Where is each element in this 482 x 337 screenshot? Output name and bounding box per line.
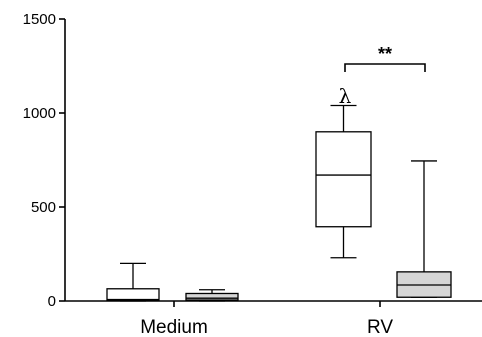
axes: 0 500 1000 1500 Medium RV — [23, 11, 482, 337]
boxes — [106, 104, 452, 302]
y-tick-label: 1500 — [23, 11, 56, 28]
significance-label: ** — [378, 44, 392, 64]
box-medium-white — [106, 262, 160, 302]
annotations: λ ** — [339, 44, 426, 108]
box-iqr — [315, 131, 372, 228]
significance-bracket — [344, 63, 426, 72]
y-tick-label: 500 — [31, 199, 56, 216]
lambda-annotation: λ — [339, 84, 352, 108]
y-tick-label: 1000 — [23, 105, 56, 122]
box-medium-gray — [185, 289, 239, 302]
box-iqr — [106, 288, 160, 301]
box-iqr — [185, 292, 239, 301]
x-category-label: Medium — [140, 317, 208, 337]
box-rv-gray — [396, 160, 452, 298]
box-rv-white — [315, 104, 372, 259]
x-category-label: RV — [367, 317, 393, 337]
y-tick-label: 0 — [48, 293, 56, 310]
